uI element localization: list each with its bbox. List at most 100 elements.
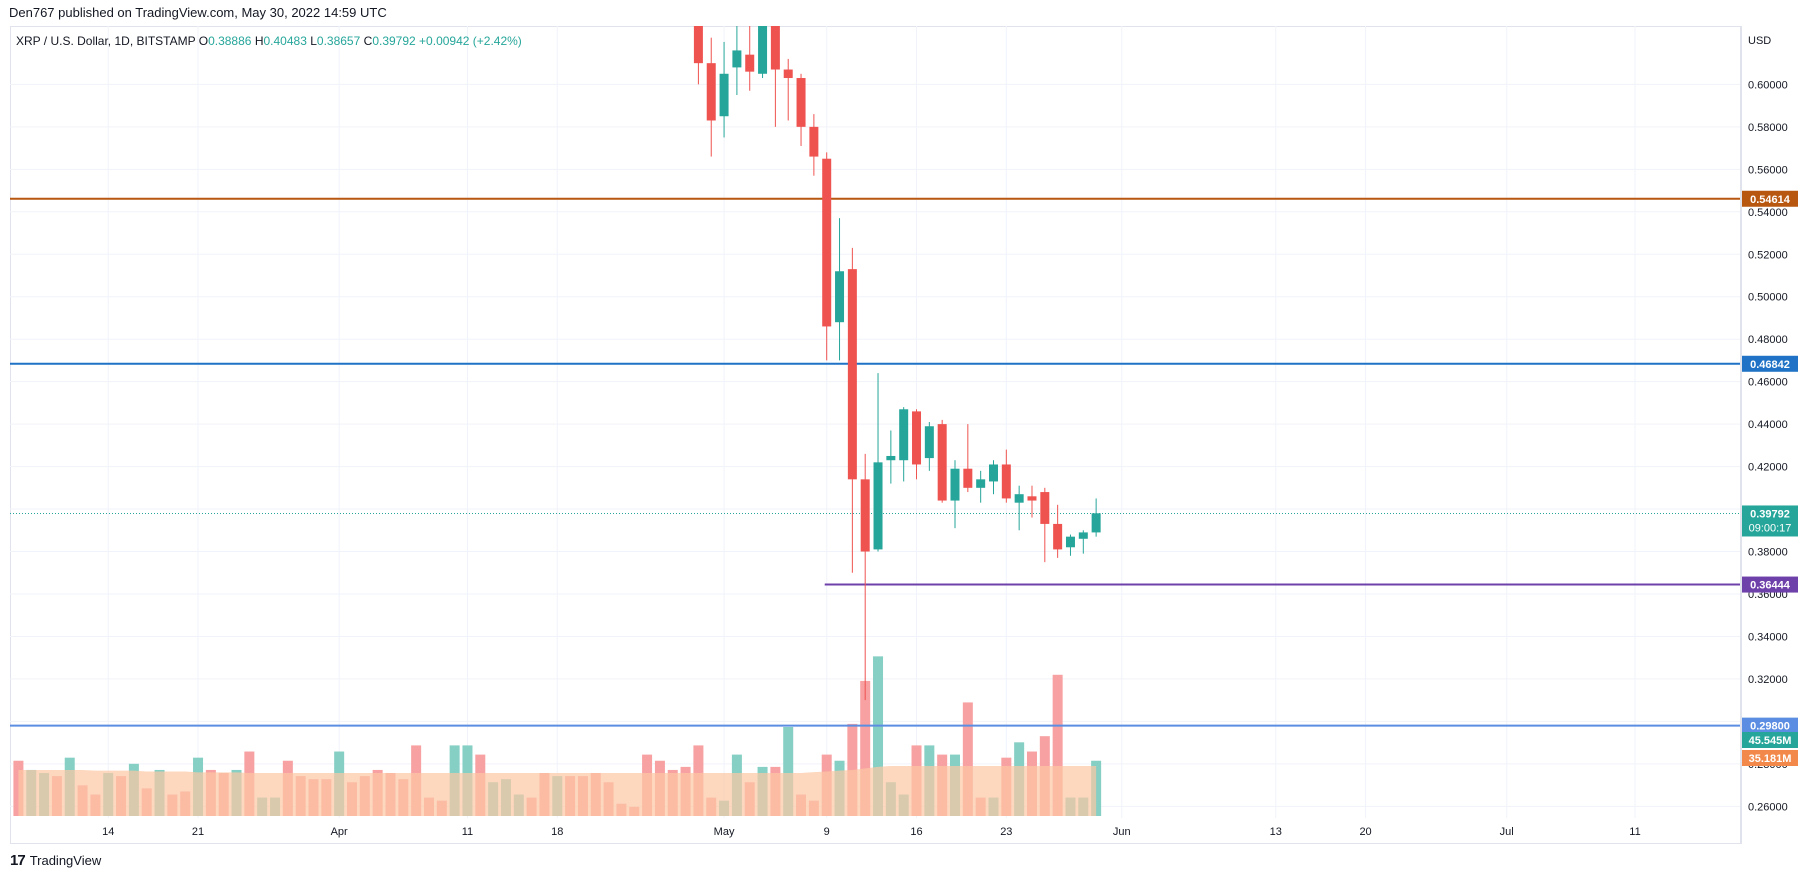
publisher-header: Den767 published on TradingView.com, May… <box>9 5 387 20</box>
volume-bar <box>873 656 884 816</box>
candle-layer <box>693 0 1101 701</box>
volume-bar <box>1052 674 1063 816</box>
price-tick-label: 0.58000 <box>1748 122 1788 134</box>
candle-body[interactable] <box>1014 494 1024 503</box>
candle-body[interactable] <box>732 50 742 68</box>
legend-open-label: O <box>198 34 209 48</box>
level-price-label: 0.36444 <box>1750 580 1791 592</box>
symbol-legend: XRP / U.S. Dollar, 1D, BITSTAMP O0.38886… <box>16 34 522 48</box>
candle-body[interactable] <box>745 54 755 72</box>
volume-tag <box>1742 732 1798 748</box>
candle-body[interactable] <box>783 69 793 79</box>
candle-body[interactable] <box>1078 532 1088 539</box>
level-layer <box>10 197 1740 727</box>
candle-body[interactable] <box>976 479 986 488</box>
volume-bar <box>783 726 794 816</box>
candle-body[interactable] <box>899 409 909 461</box>
level-price-label: 0.29800 <box>1750 721 1790 733</box>
time-tick-label: 21 <box>192 826 204 838</box>
price-tick-label: 0.54000 <box>1748 207 1788 219</box>
candle-body[interactable] <box>886 455 896 461</box>
legend-close-label: C <box>363 34 373 48</box>
price-tick-label: 0.26000 <box>1748 801 1788 813</box>
candle-body[interactable] <box>796 78 806 127</box>
current-price-tag <box>1742 505 1798 537</box>
level-price-label: 0.54614 <box>1750 194 1791 206</box>
candle-body[interactable] <box>860 479 870 552</box>
time-tick-label: May <box>714 826 735 838</box>
candle-body[interactable] <box>924 426 934 459</box>
time-tick-label: 23 <box>1000 826 1012 838</box>
volume-tag-label: 45.545M <box>1749 735 1792 747</box>
legend-symbol: XRP / U.S. Dollar, 1D, BITSTAMP <box>16 34 196 48</box>
volume-bar <box>962 702 973 816</box>
candle-body[interactable] <box>706 63 716 121</box>
candle-body[interactable] <box>1027 496 1037 501</box>
level-price-tag <box>1742 576 1798 593</box>
level-price-tag <box>1742 190 1798 207</box>
time-tick-label: 13 <box>1270 826 1282 838</box>
candle-body[interactable] <box>937 424 947 501</box>
price-tick-label: 0.44000 <box>1748 419 1788 431</box>
price-tick-label: 0.46000 <box>1748 377 1788 389</box>
volume-ma-area <box>18 765 1097 816</box>
candle-body[interactable] <box>1053 523 1063 550</box>
volume-ma-layer <box>18 765 1097 816</box>
legend-high-label: H <box>254 34 264 48</box>
candle-body[interactable] <box>873 462 883 550</box>
price-axis-separator <box>1740 26 1741 844</box>
candle-body[interactable] <box>1091 513 1101 533</box>
time-tick-label: 20 <box>1359 826 1371 838</box>
price-tick-label: 0.38000 <box>1748 547 1788 559</box>
footer: 17 TradingView <box>10 852 101 869</box>
volume-tag <box>1742 750 1798 766</box>
legend-change: +0.00942 (+2.42%) <box>419 34 522 48</box>
tag-layer: 0.54614 0.46842 0.36444 0.29800 0.39792 09:00… <box>1742 190 1798 766</box>
candle-body[interactable] <box>835 271 845 323</box>
time-tick-label: 18 <box>551 826 563 838</box>
candle-body[interactable] <box>719 73 729 117</box>
volume-tag-label: 35.181M <box>1749 753 1792 765</box>
candle-body[interactable] <box>847 269 857 480</box>
tradingview-logo-icon: 17 <box>10 852 26 869</box>
time-tick-label: Jun <box>1113 826 1131 838</box>
level-price-tag <box>1742 355 1798 372</box>
candle-body[interactable] <box>1001 464 1011 499</box>
price-tick-label: 0.52000 <box>1748 249 1788 261</box>
time-tick-label: 9 <box>824 826 830 838</box>
price-tick-label: 0.32000 <box>1748 674 1788 686</box>
price-tick-label: 0.50000 <box>1748 292 1788 304</box>
candle-body[interactable] <box>963 468 973 488</box>
time-tick-label: Jul <box>1500 826 1514 838</box>
candle-body[interactable] <box>912 411 922 465</box>
candle-body[interactable] <box>693 0 703 64</box>
candle-body[interactable] <box>758 0 768 74</box>
legend-low-value: 0.38657 <box>316 34 361 48</box>
price-tick-label: 0.34000 <box>1748 631 1788 643</box>
price-tick-label: 0.60000 <box>1748 79 1788 91</box>
candle-body[interactable] <box>809 126 819 157</box>
price-tick-label: 0.56000 <box>1748 164 1788 176</box>
time-tick-label: 14 <box>102 826 114 838</box>
candle-body[interactable] <box>950 468 960 501</box>
legend-high-value: 0.40483 <box>263 34 307 48</box>
volume-bar <box>860 680 871 816</box>
time-tick-label: Apr <box>331 826 348 838</box>
time-tick-label: 11 <box>462 826 473 838</box>
legend-open-value: 0.38886 <box>208 34 252 48</box>
price-tick-label: 0.48000 <box>1748 334 1788 346</box>
time-tick-label: 16 <box>910 826 922 838</box>
chart-frame <box>10 26 1742 844</box>
level-price-label: 0.46842 <box>1750 359 1790 371</box>
legend-close-value: 0.39792 <box>372 34 416 48</box>
candle-body[interactable] <box>1065 536 1075 548</box>
candle-body[interactable] <box>1040 492 1050 524</box>
candle-body[interactable] <box>822 158 832 327</box>
currency-label: USD <box>1748 35 1771 47</box>
level-price-tag <box>1742 717 1798 734</box>
candle-body[interactable] <box>988 464 998 482</box>
current-price-label: 0.39792 <box>1750 508 1790 520</box>
countdown-label: 09:00:17 <box>1749 522 1792 534</box>
candle-body[interactable] <box>770 0 780 70</box>
